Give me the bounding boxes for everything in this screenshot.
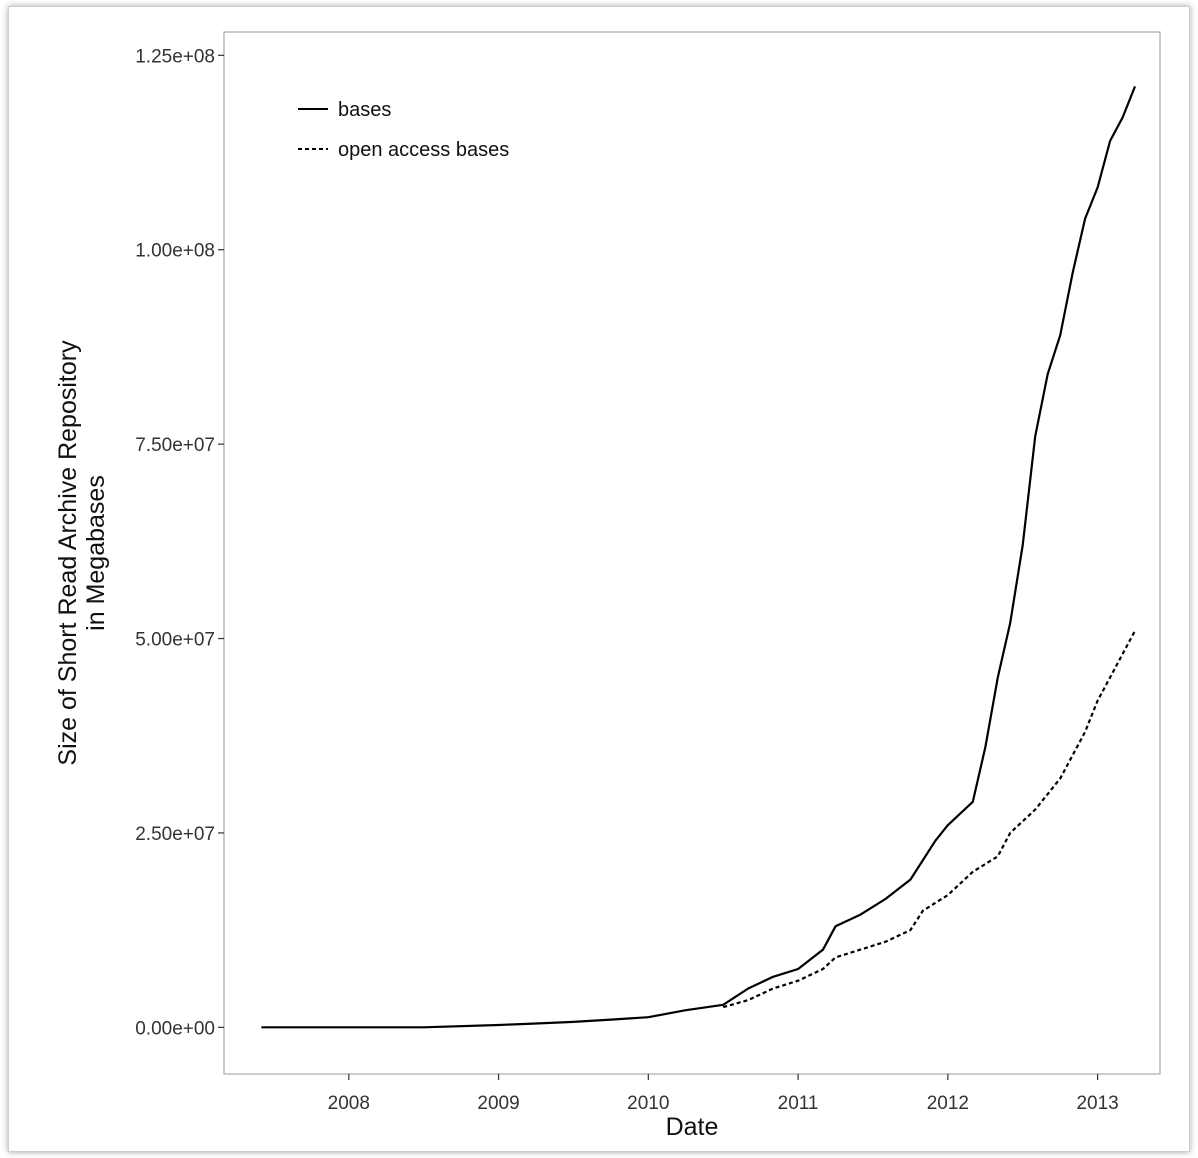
- y-axis-title-line: Size of Short Read Archive Repository: [54, 340, 82, 766]
- y-tick-label: 0.00e+00: [135, 1018, 215, 1039]
- x-tick-label: 2010: [627, 1093, 669, 1114]
- x-tick-label: 2012: [927, 1093, 969, 1114]
- series-line-bases: [261, 85, 1137, 1029]
- chart-frame: [8, 6, 1190, 1152]
- y-axis-title-line: in Megabases: [82, 475, 110, 631]
- y-tick-label: 2.50e+07: [135, 824, 215, 845]
- y-tick-label: 7.50e+07: [135, 435, 215, 456]
- x-tick-label: 2011: [778, 1093, 819, 1114]
- y-tick-label: 5.00e+07: [135, 630, 215, 651]
- y-tick-label: 1.25e+08: [135, 46, 215, 67]
- x-tick-label: 2008: [328, 1093, 370, 1114]
- x-tick-label: 2013: [1076, 1093, 1118, 1114]
- legend-label: open access bases: [338, 139, 509, 161]
- legend-label: bases: [338, 99, 391, 121]
- y-axis-title: Size of Short Read Archive Repositoryin …: [54, 340, 110, 766]
- x-tick-label: 2009: [477, 1093, 519, 1114]
- series-line-open-access-bases: [722, 630, 1136, 1009]
- x-axis-title: Date: [666, 1113, 719, 1141]
- y-tick-label: 1.00e+08: [135, 241, 215, 262]
- plot-panel-border: [223, 31, 1161, 1075]
